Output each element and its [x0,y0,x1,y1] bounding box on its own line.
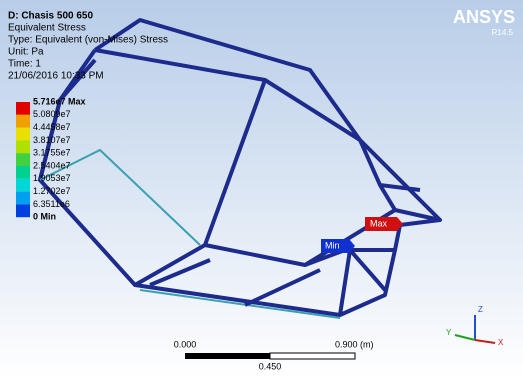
probe-max: Max [365,217,403,231]
legend-label: 5.716e7 Max [33,96,86,106]
legend-swatch [16,128,30,141]
legend-swatch [16,153,30,166]
legend-swatch [16,140,30,153]
legend-label: 5.0809e7 [33,109,71,119]
legend-label: 2.5404e7 [33,160,71,170]
header-line: Time: 1 [8,59,41,70]
logo: ANSYS [453,7,515,27]
probe-label: Min [325,240,340,250]
scale-label: 0.900 (m) [335,339,374,349]
legend-label: 4.4458e7 [33,122,71,132]
legend-label: 1.2702e7 [33,186,71,196]
header-line: D: Chasis 500 650 [8,11,93,22]
viewport: D: Chasis 500 650 Equivalent Stress Type… [0,0,523,381]
legend-swatch [16,166,30,179]
axis-label: Y [446,328,452,337]
legend-swatch [16,179,30,192]
scale-label: 0.000 [174,339,197,349]
legend-label: 1.9053e7 [33,173,71,183]
axis-label: Z [478,305,483,314]
legend-label: 3.1755e7 [33,148,71,158]
probe-label: Max [370,218,388,228]
logo-version: R14.5 [492,28,514,37]
header-line: 21/06/2016 10:33 PM [8,71,104,82]
scale-label: 0.450 [259,361,282,371]
legend-label: 3.8107e7 [33,135,71,145]
legend-label: 0 Min [33,212,56,222]
legend-swatch [16,115,30,128]
legend-label: 6.3511e6 [33,199,70,209]
axis-label: X [498,338,504,347]
legend-swatch [16,102,30,115]
probe-min: Min [321,239,355,253]
header-line: Unit: Pa [8,47,44,58]
header-line: Equivalent Stress [8,23,86,34]
legend-swatch [16,204,30,217]
legend-swatch [16,192,30,205]
header-line: Type: Equivalent (von-Mises) Stress [8,35,168,46]
